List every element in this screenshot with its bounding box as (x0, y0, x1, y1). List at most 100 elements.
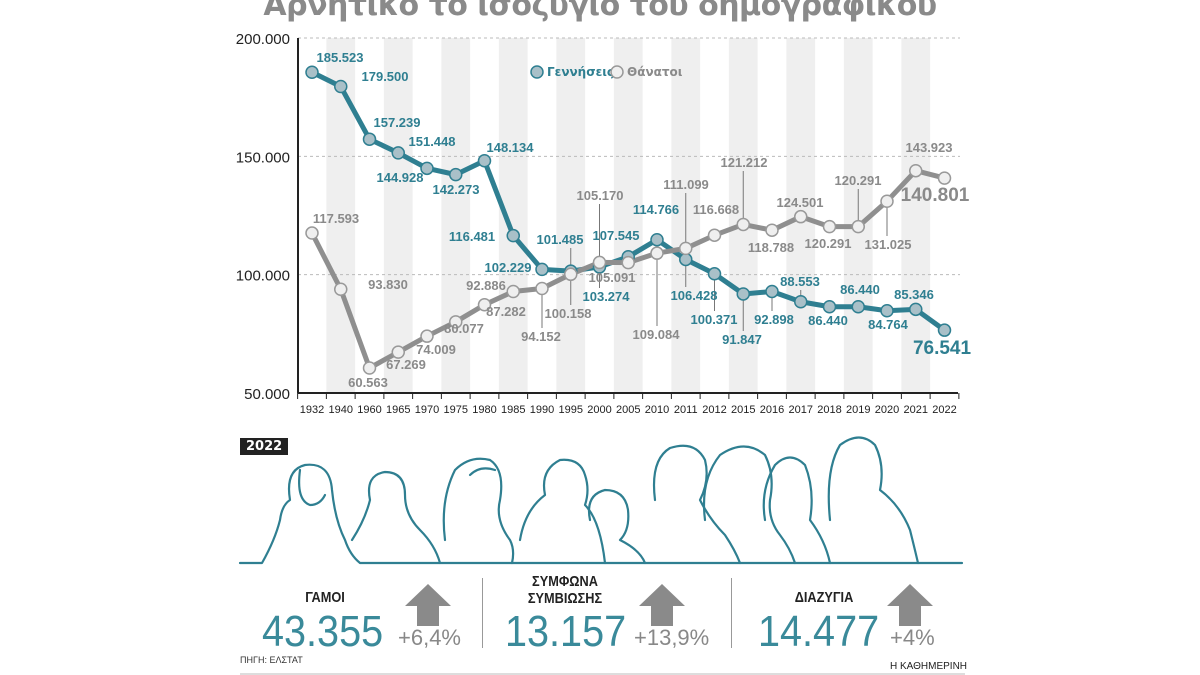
data-label: 107.545 (593, 228, 640, 243)
stat-value: 14.477 (758, 607, 880, 656)
x-tick-label: 1990 (530, 404, 554, 416)
y-tick-label: 150.000 (236, 149, 290, 166)
legend-label: Θάνατοι (627, 65, 683, 79)
x-tick-label: 2022 (932, 404, 956, 416)
births-point (535, 262, 549, 277)
y-tick-label: 200.000 (236, 31, 290, 48)
footer-divider (240, 673, 965, 675)
deaths-point (679, 241, 693, 256)
data-label: 109.084 (633, 327, 681, 342)
x-tick-label: 2017 (789, 404, 813, 416)
stat-change: +6,4% (398, 625, 461, 650)
births-point (650, 232, 664, 247)
x-tick-label: 2018 (817, 404, 841, 416)
deaths-point (449, 315, 463, 329)
deaths-point (851, 219, 865, 234)
data-label: 151.448 (409, 134, 456, 149)
deaths-point (765, 223, 779, 237)
data-label: 120.291 (805, 236, 852, 251)
column-stripe (326, 38, 356, 393)
y-tick-label: 100.000 (236, 268, 290, 285)
x-tick-label: 1985 (501, 404, 525, 416)
column-stripe (901, 38, 931, 393)
births-point (449, 167, 463, 182)
source-note: ΠΗΓΗ: ΕΛΣΤΑΤ (240, 655, 303, 665)
data-label: 185.523 (317, 50, 364, 65)
deaths-point (822, 219, 837, 234)
deaths-point (592, 255, 607, 270)
x-tick-label: 2012 (702, 404, 726, 416)
deaths-point (794, 209, 808, 224)
deaths-point (564, 267, 578, 282)
births-point (679, 252, 693, 267)
x-tick-label: 2020 (875, 404, 899, 416)
data-label: 140.801 (901, 185, 970, 206)
data-label: 124.501 (777, 195, 824, 210)
data-label: 100.371 (691, 312, 738, 327)
deaths-point (305, 226, 319, 240)
data-label: 144.928 (377, 170, 424, 185)
stat-value: 13.157 (505, 607, 627, 656)
brand-label: Η ΚΑΘΗΜΕΡΙΝΗ (890, 661, 968, 672)
data-label: 92.886 (466, 278, 506, 293)
births-point (880, 303, 894, 318)
data-label: 157.239 (374, 115, 421, 130)
up-arrow-icon (639, 584, 685, 626)
data-label: 76.541 (913, 338, 972, 359)
x-tick-label: 1995 (559, 404, 583, 416)
stat-label: ΔΙΑΖΥΓΙΑ (765, 589, 884, 606)
data-label: 87.282 (486, 304, 526, 319)
births-point (506, 228, 520, 243)
data-label: 111.099 (663, 177, 709, 192)
births-point (334, 79, 348, 94)
stat-label-line: ΓΑΜΟΙ (305, 589, 345, 606)
data-label: 102.229 (485, 260, 532, 275)
data-label: 85.346 (894, 287, 934, 302)
births-point (765, 284, 779, 299)
deaths-point (621, 255, 635, 270)
stat-change: +4% (890, 625, 935, 650)
data-label: 121.212 (721, 155, 768, 170)
stat-change: +13,9% (634, 625, 710, 650)
data-label: 86.440 (808, 313, 848, 328)
stat-separator (482, 578, 483, 648)
stat-label: ΣΥΜΦΩΝΑ ΣΥΜΒΙΩΣΗΣ (506, 573, 625, 607)
births-point (362, 132, 377, 146)
data-label: 105.091 (589, 270, 636, 285)
x-tick-label: 2011 (674, 404, 698, 416)
data-label: 84.764 (868, 317, 909, 332)
data-label: 93.830 (368, 277, 408, 292)
column-stripe (613, 38, 643, 393)
x-tick-label: 2010 (645, 404, 669, 416)
x-tick-label: 1960 (357, 404, 381, 416)
legend-label: Γεννήσεις (547, 65, 614, 79)
deaths-point (937, 171, 952, 185)
data-label: 142.273 (433, 182, 480, 197)
data-label: 101.485 (537, 232, 584, 247)
data-label: 106.428 (671, 288, 718, 303)
stat-label: ΓΑΜΟΙ (266, 589, 385, 606)
data-label: 117.593 (313, 211, 359, 226)
births-point (822, 300, 837, 314)
x-tick-label: 2015 (731, 404, 755, 416)
births-point (794, 295, 808, 309)
y-tick-label: 50.000 (244, 386, 290, 403)
column-stripe (383, 38, 413, 393)
x-tick-label: 1970 (415, 404, 439, 416)
deaths-point (334, 282, 348, 297)
births-point (736, 287, 750, 301)
deaths-point (736, 217, 750, 232)
chart-title: Αρνητικό το ισοζύγιο του δημογραφικού (263, 0, 937, 23)
up-arrow-icon (405, 584, 451, 626)
deaths-point (362, 361, 377, 375)
data-label: 118.788 (748, 240, 794, 255)
data-label: 74.009 (416, 342, 456, 357)
deaths-point (420, 329, 434, 343)
data-label: 116.481 (449, 229, 495, 244)
stat-label-line: ΣΥΜΦΩΝΑ (532, 573, 598, 590)
deaths-point (535, 281, 549, 296)
data-label: 94.152 (521, 329, 561, 344)
x-tick-label: 2005 (616, 404, 640, 416)
births-point (305, 65, 319, 80)
